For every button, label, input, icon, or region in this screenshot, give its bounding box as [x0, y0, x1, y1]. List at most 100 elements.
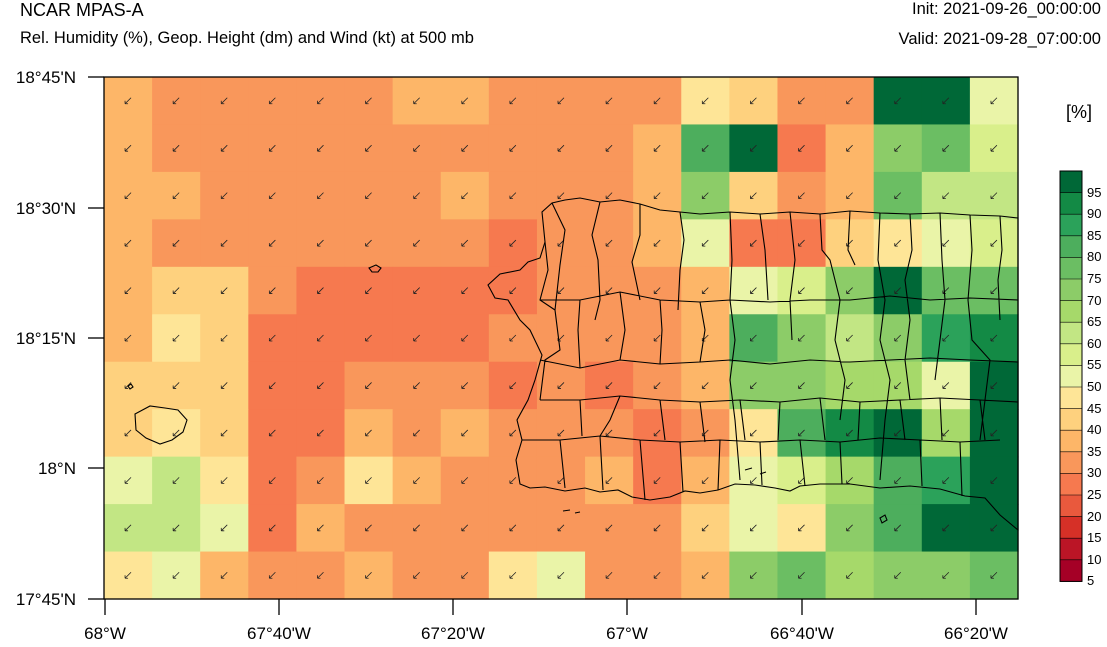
rh-cell [825, 551, 875, 600]
rh-cell [392, 266, 442, 315]
wind-arrow [701, 144, 709, 152]
wind-arrow [124, 287, 132, 294]
wind-arrow [220, 144, 228, 152]
wind-arrow [268, 477, 276, 484]
wind-arrow [750, 144, 757, 152]
wind-arrow [413, 192, 420, 200]
wind-arrow [413, 477, 420, 484]
rh-cell [825, 77, 875, 126]
rh-cell [681, 124, 730, 173]
wind-arrow [317, 429, 324, 437]
wind-arrow [172, 524, 180, 532]
lat-label-3: 18°N [38, 459, 76, 478]
wind-arrow [413, 382, 420, 389]
wind-arrow [509, 287, 517, 294]
lon-label-1: 67°40'W [247, 624, 311, 643]
wind-arrow [317, 97, 324, 105]
wind-arrow [798, 382, 805, 389]
rh-cell [681, 504, 730, 553]
wind-arrow [605, 382, 613, 389]
wind-arrow [509, 571, 517, 579]
wind-arrow [750, 192, 757, 200]
rh-cell [200, 171, 249, 220]
rh-cell [729, 409, 779, 458]
rh-cell [585, 219, 634, 268]
valid-time: Valid: 2021-09-28_07:00:00 [898, 30, 1101, 48]
wind-arrow [172, 429, 180, 437]
rh-cell [248, 124, 298, 173]
wind-arrow [653, 429, 661, 437]
wind-arrow [990, 334, 998, 342]
wind-arrow [894, 571, 902, 579]
wind-arrow [990, 382, 998, 389]
colorbar-label: 5 [1087, 573, 1095, 589]
wind-arrow [605, 429, 613, 437]
rh-cell [729, 266, 779, 315]
wind-arrow [220, 192, 228, 200]
wind-arrow [798, 97, 805, 105]
wind-arrow [605, 524, 613, 532]
wind-arrow [220, 382, 228, 389]
rh-cell [969, 504, 1019, 553]
colorbar-unit: [%] [1066, 102, 1093, 122]
wind-arrow [798, 571, 805, 579]
wind-arrow [798, 429, 805, 437]
rh-cell [296, 171, 346, 220]
rh-cell [248, 266, 298, 315]
puerto-rico-outline [487, 197, 1019, 532]
rh-cell [296, 219, 346, 268]
rh-cell [344, 551, 394, 600]
rh-cell [200, 551, 249, 600]
wind-arrow [750, 239, 757, 247]
wind-arrow [750, 524, 757, 532]
rh-cell [585, 266, 634, 315]
wind-arrow [942, 192, 950, 200]
wind-arrow [220, 571, 228, 579]
wind-arrow [557, 382, 565, 389]
rh-cell [200, 504, 249, 553]
wind-arrow [846, 144, 853, 152]
wind-arrow [750, 287, 757, 294]
wind-arrow [846, 334, 853, 342]
rh-cell [921, 361, 971, 410]
wind-arrow [653, 192, 661, 200]
rh-cell [488, 504, 538, 553]
rh-cell [200, 124, 249, 173]
wind-arrow [605, 287, 613, 294]
rh-cell [536, 456, 586, 505]
rh-cell [296, 361, 346, 410]
colorbar-label: 55 [1087, 357, 1102, 373]
wind-arrow [701, 239, 709, 247]
wind-arrow [653, 144, 661, 152]
colorbar-swatch [1060, 322, 1082, 345]
colorbar-swatch [1060, 451, 1082, 474]
rh-cell [921, 77, 971, 126]
colorbar-frame [1059, 170, 1083, 582]
wind-arrow [317, 287, 324, 294]
rh-cell [536, 171, 586, 220]
rh-cell [248, 551, 298, 600]
rh-cell [969, 551, 1019, 600]
wind-arrow [942, 571, 950, 579]
colorbar-label: 10 [1087, 551, 1102, 567]
colorbar-swatch [1060, 538, 1082, 561]
rh-cell [104, 314, 153, 363]
rh-cell [585, 504, 634, 553]
rh-cell [825, 409, 875, 458]
caja-de-muertos [879, 514, 888, 524]
rh-cell [200, 314, 249, 363]
rh-cell [440, 266, 490, 315]
rh-cell [344, 361, 394, 410]
rh-cell [344, 504, 394, 553]
colorbar-swatch [1060, 430, 1082, 453]
rh-cell [296, 314, 346, 363]
colorbar-label: 20 [1087, 508, 1102, 524]
plot-subtitle: Rel. Humidity (%), Geop. Height (dm) and… [20, 29, 474, 47]
rh-cell [152, 124, 201, 173]
wind-arrow [605, 571, 613, 579]
wind-arrow [220, 97, 228, 105]
rh-cell [633, 77, 682, 126]
wind-arrow [172, 571, 180, 579]
rh-cell [488, 171, 538, 220]
rh-cell [344, 456, 394, 505]
